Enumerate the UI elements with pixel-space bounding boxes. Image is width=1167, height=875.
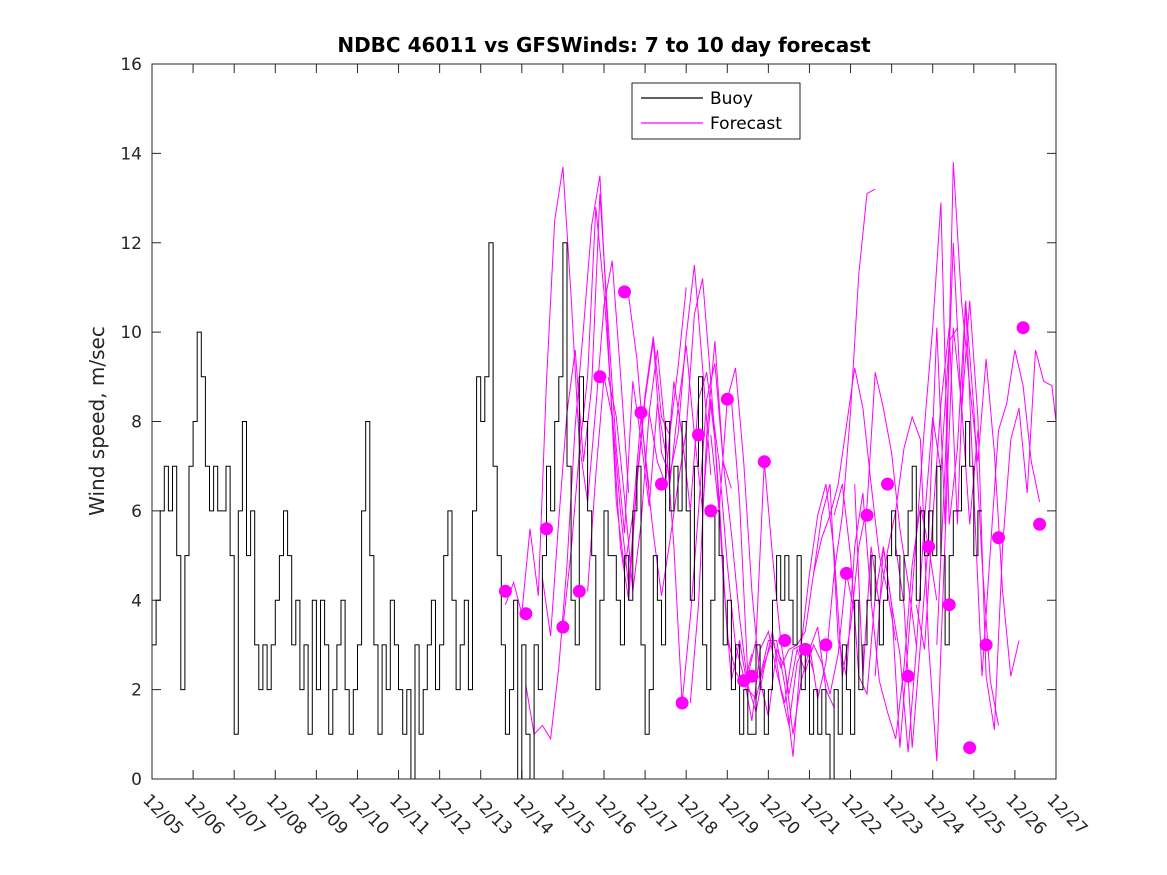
forecast-marker bbox=[704, 504, 718, 518]
y-tick-label: 6 bbox=[131, 502, 142, 522]
buoy-line-group bbox=[152, 242, 982, 780]
legend-buoy-label: Buoy bbox=[710, 89, 753, 109]
y-tick-label: 0 bbox=[131, 770, 142, 790]
y-tick-label: 14 bbox=[120, 144, 142, 164]
forecast-series-line bbox=[874, 202, 999, 748]
forecast-series-line bbox=[730, 399, 856, 695]
plot-area bbox=[152, 64, 1056, 779]
y-tick-label: 16 bbox=[120, 55, 142, 75]
forecast-marker bbox=[860, 508, 874, 522]
buoy-line bbox=[152, 242, 982, 780]
legend: Buoy Forecast bbox=[631, 82, 801, 140]
forecast-markers bbox=[498, 285, 1047, 755]
legend-box bbox=[631, 82, 801, 140]
forecast-series-line bbox=[587, 265, 712, 601]
forecast-series-line bbox=[772, 367, 897, 669]
forecast-marker bbox=[881, 477, 894, 491]
forecast-marker bbox=[757, 455, 771, 469]
forecast-marker bbox=[819, 638, 833, 652]
forecast-marker bbox=[798, 642, 812, 656]
forecast-series-line bbox=[936, 242, 1057, 730]
y-tick-label: 12 bbox=[120, 234, 142, 254]
forecast-marker bbox=[963, 741, 977, 755]
forecast-series-line bbox=[895, 162, 1020, 748]
forecast-marker bbox=[692, 428, 705, 442]
forecast-marker bbox=[745, 669, 759, 683]
forecast-marker bbox=[498, 584, 512, 598]
forecast-marker bbox=[519, 607, 533, 621]
chart-title: NDBC 46011 vs GFSWinds: 7 to 10 day fore… bbox=[337, 33, 871, 57]
forecast-marker bbox=[1016, 321, 1030, 335]
forecast-marker bbox=[992, 531, 1005, 545]
forecast-series-line bbox=[689, 341, 815, 726]
forecast-marker bbox=[839, 566, 853, 580]
forecast-marker bbox=[540, 522, 553, 536]
legend-forecast-label: Forecast bbox=[710, 114, 782, 134]
y-tick-label: 10 bbox=[120, 323, 142, 343]
forecast-marker bbox=[778, 634, 792, 647]
forecast-marker bbox=[720, 392, 734, 406]
y-tick-label: 8 bbox=[131, 413, 142, 433]
forecast-marker bbox=[556, 620, 570, 634]
forecast-marker bbox=[655, 477, 668, 491]
forecast-marker bbox=[901, 669, 915, 683]
forecast-marker bbox=[572, 584, 586, 598]
forecast-marker bbox=[979, 638, 993, 652]
forecast-series-line bbox=[792, 372, 917, 677]
forecast-marker bbox=[1033, 517, 1047, 531]
forecast-marker bbox=[675, 696, 689, 710]
y-axis: 0 2 4 6 8 10 12 14 16 bbox=[120, 55, 1056, 790]
y-tick-label: 4 bbox=[131, 591, 142, 611]
forecast-marker bbox=[634, 406, 648, 420]
forecast-marker bbox=[618, 285, 631, 299]
forecast-marker bbox=[593, 370, 607, 384]
y-tick-label: 2 bbox=[131, 681, 142, 701]
forecast-marker bbox=[922, 540, 936, 554]
forecast-series-line bbox=[915, 300, 1041, 677]
axes-box bbox=[151, 63, 1057, 780]
forecast-marker bbox=[942, 598, 956, 612]
y-axis-label: Wind speed, m/sec bbox=[85, 326, 109, 516]
forecast-series-line bbox=[504, 166, 630, 614]
